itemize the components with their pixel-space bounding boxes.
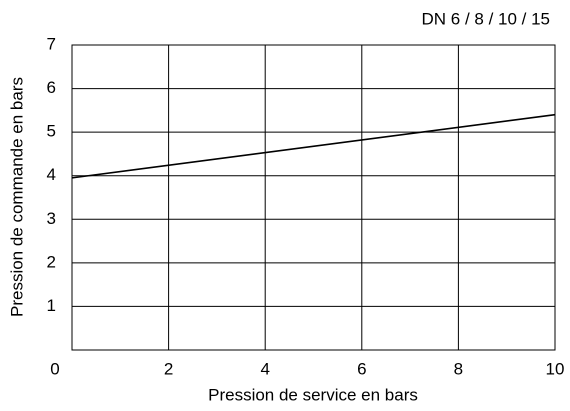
y-tick-label: 3: [47, 209, 56, 228]
plot-frame: [71, 44, 556, 351]
x-tick-label: 2: [164, 359, 173, 378]
y-axis-label: Pression de commande en bars: [7, 77, 26, 317]
y-tick-label: 1: [47, 296, 56, 315]
x-tick-label: 6: [357, 359, 366, 378]
x-tick-label: 10: [546, 359, 565, 378]
y-tick-label: 2: [47, 252, 56, 271]
y-tick-label: 6: [47, 78, 56, 97]
x-axis-label: Pression de service en bars: [208, 385, 418, 404]
y-tick-label: 5: [47, 122, 56, 141]
chart-title: DN 6 / 8 / 10 / 15: [421, 9, 550, 28]
y-tick-label: 4: [47, 165, 56, 184]
x-tick-label: 8: [454, 359, 463, 378]
y-tick-label: 7: [47, 34, 56, 53]
x-tick-label: 4: [260, 359, 269, 378]
x-tick-label: 0: [50, 359, 59, 378]
data-line: [71, 113, 556, 179]
